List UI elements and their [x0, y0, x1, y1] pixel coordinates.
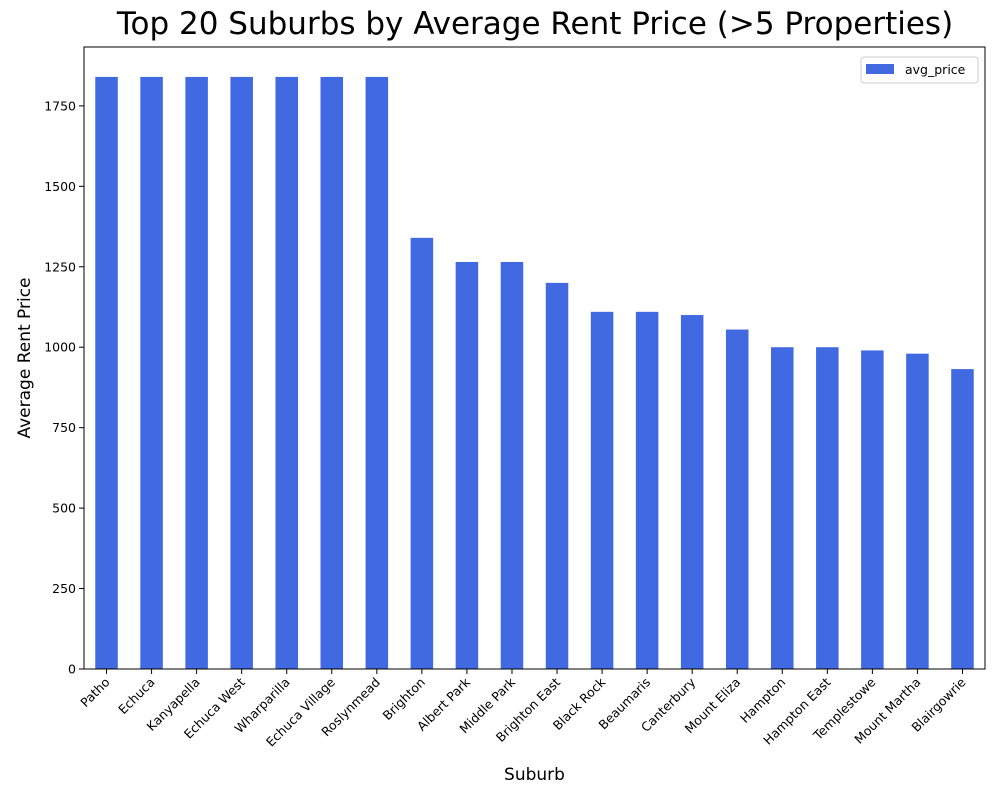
y-tick-label: 1500	[44, 179, 76, 194]
bar	[185, 76, 208, 669]
plot-frame	[83, 46, 986, 670]
bar	[725, 329, 749, 669]
y-tick-label: 500	[52, 501, 76, 516]
bar	[140, 76, 163, 669]
bar	[500, 261, 524, 669]
y-tick-label: 1750	[44, 98, 76, 113]
x-tick-label: Echuca	[115, 675, 158, 718]
bar	[680, 315, 704, 669]
bars-layer	[95, 76, 974, 669]
x-tick-label: Patho	[77, 675, 112, 710]
bar	[816, 347, 839, 669]
y-axis-label: Average Rent Price	[15, 277, 35, 438]
legend-box	[860, 56, 979, 84]
bar	[590, 311, 614, 669]
legend-label: avg_price	[905, 62, 966, 77]
y-tick-label: 250	[52, 581, 76, 596]
bar	[455, 261, 479, 669]
bar	[230, 76, 253, 669]
y-tick-label: 750	[52, 420, 76, 435]
bar	[320, 76, 344, 669]
bar	[275, 76, 298, 669]
bar	[771, 347, 794, 669]
legend-swatch	[866, 64, 894, 74]
y-tick-label: 0	[68, 662, 76, 677]
legend: avg_price	[860, 56, 979, 84]
x-axis-label: Suburb	[504, 765, 565, 785]
bar	[861, 350, 884, 669]
y-tick-label: 1250	[44, 259, 76, 274]
bar	[365, 76, 389, 669]
bar	[95, 76, 118, 669]
y-axis: 0 250 500 750 1000 1250 1500 1750	[44, 98, 84, 677]
chart-title: Top 20 Suburbs by Average Rent Price (>5…	[116, 6, 954, 42]
bar	[410, 237, 434, 669]
bar	[545, 282, 569, 669]
bar	[635, 311, 659, 669]
bar	[906, 353, 929, 669]
y-tick-label: 1000	[44, 340, 76, 355]
bar	[951, 369, 974, 669]
